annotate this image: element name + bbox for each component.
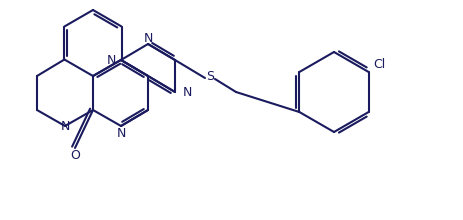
Text: N: N [60, 119, 69, 132]
Text: Cl: Cl [373, 57, 385, 70]
Text: N: N [182, 86, 192, 99]
Text: S: S [206, 70, 213, 82]
Text: N: N [106, 53, 116, 66]
Text: O: O [70, 148, 80, 161]
Text: N: N [116, 126, 125, 139]
Text: N: N [143, 31, 152, 44]
